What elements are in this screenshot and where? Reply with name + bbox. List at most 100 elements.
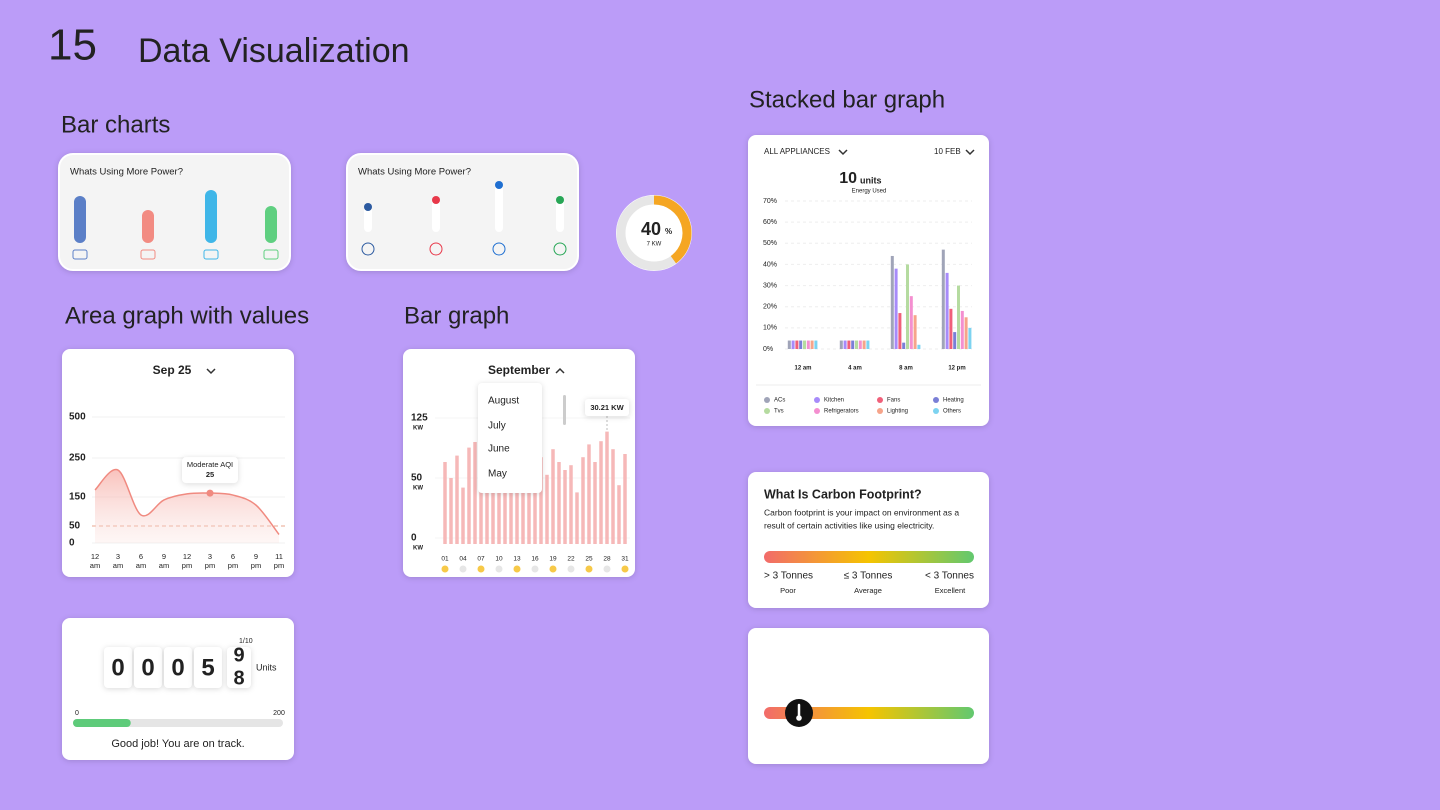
chevron[interactable] — [206, 368, 216, 375]
x-tick-label: pm — [182, 561, 192, 570]
filter[interactable]: ALL APPLIANCES — [764, 147, 830, 156]
x-tick-label: 4 am — [848, 366, 862, 372]
level-label: > 3 Tonnes — [764, 571, 813, 582]
legend-swatch — [877, 397, 883, 403]
bar — [74, 196, 86, 243]
chart-title[interactable]: Sep 25 — [153, 363, 192, 377]
weather-icon — [495, 565, 503, 573]
bar — [205, 190, 217, 243]
bar — [142, 210, 154, 243]
bar — [533, 454, 537, 544]
x-tick-label: 22 — [567, 556, 575, 563]
card — [748, 135, 989, 426]
bar — [814, 340, 818, 349]
bar — [851, 340, 855, 349]
bar — [890, 255, 894, 349]
bar — [964, 317, 968, 349]
dot — [432, 196, 440, 204]
legend-swatch — [933, 408, 939, 414]
x-tick-label: am — [136, 561, 146, 570]
weather-icon — [549, 565, 557, 573]
progress-tick: 0 — [75, 710, 79, 717]
message: Good job! You are on track. — [111, 738, 244, 750]
bar — [858, 340, 862, 349]
digit-tile — [164, 647, 192, 688]
legend-label: Lighting — [887, 409, 908, 415]
level-rating: Poor — [780, 586, 796, 595]
legend-label: ACs — [774, 398, 785, 404]
chart-title[interactable]: September — [488, 363, 550, 377]
chevron[interactable] — [965, 149, 975, 156]
weather-icon — [513, 565, 521, 573]
bar — [503, 465, 507, 544]
bar — [806, 340, 810, 349]
bar — [539, 457, 543, 544]
menu-item[interactable]: August — [488, 396, 519, 407]
chevron[interactable] — [555, 367, 565, 374]
appliance-icon — [72, 249, 88, 260]
legend-swatch — [764, 397, 770, 403]
gradient-bar — [764, 551, 974, 563]
scrollbar — [563, 395, 566, 425]
menu-item[interactable]: July — [488, 421, 506, 432]
area-line — [94, 468, 280, 535]
bar — [941, 249, 945, 349]
appliance-icon — [140, 249, 156, 260]
x-tick-label: 19 — [549, 556, 557, 563]
bar — [587, 444, 591, 544]
description: result of certain activities like using … — [764, 520, 934, 530]
x-tick-label: am — [113, 561, 123, 570]
menu-item[interactable]: May — [488, 469, 507, 480]
bar — [960, 310, 964, 349]
digit-tile — [134, 647, 162, 688]
bar — [455, 455, 459, 544]
weather-icon — [441, 565, 449, 573]
bar — [509, 449, 513, 544]
y-tick-label: 10% — [763, 325, 777, 332]
bar — [491, 444, 495, 544]
x-tick-label: pm — [205, 561, 215, 570]
x-tick-label: 07 — [477, 556, 485, 563]
total-value: 10 — [839, 170, 857, 187]
x-tick-label: 12 — [91, 552, 99, 561]
highlight-point — [206, 489, 214, 497]
level-label: < 3 Tonnes — [925, 571, 974, 582]
dropdown-menu — [478, 383, 542, 493]
donut-unit: % — [665, 227, 672, 236]
menu-item[interactable]: June — [488, 444, 510, 455]
section-heading: Area graph with values — [65, 302, 309, 329]
track — [495, 185, 503, 232]
bar — [902, 342, 906, 349]
page-title: Data Visualization — [138, 32, 410, 70]
legend-label: Kitchen — [824, 398, 844, 404]
card-title: What Is Carbon Footprint? — [764, 487, 922, 501]
donut-bg — [616, 195, 692, 271]
digit: 0 — [111, 654, 124, 681]
y-tick-label: 125 — [411, 413, 428, 424]
chevron[interactable] — [838, 149, 848, 156]
x-tick-label: 9 — [254, 552, 258, 561]
description: Carbon footprint is your impact on envir… — [764, 507, 959, 517]
date-filter[interactable]: 10 FEB — [934, 147, 961, 156]
bar — [843, 340, 847, 349]
appliance-icon — [263, 249, 279, 260]
page-indicator: 1/10 — [239, 638, 253, 645]
legend-label: Heating — [943, 398, 964, 404]
y-tick-label: 0% — [763, 346, 773, 353]
digit: 0 — [141, 654, 154, 681]
dot — [495, 181, 503, 189]
y-unit: KW — [413, 426, 423, 432]
card-title: Whats Using More Power? — [70, 167, 183, 178]
legend-label: Others — [943, 409, 961, 415]
bar — [569, 465, 573, 544]
weather-icon — [531, 565, 539, 573]
x-tick-label: 12 am — [794, 366, 811, 372]
x-tick-label: 13 — [513, 556, 521, 563]
weather-icon — [567, 565, 575, 573]
weather-icon — [459, 565, 467, 573]
bar — [479, 460, 483, 544]
track — [556, 200, 564, 232]
bar — [953, 332, 957, 349]
bar — [611, 449, 615, 544]
